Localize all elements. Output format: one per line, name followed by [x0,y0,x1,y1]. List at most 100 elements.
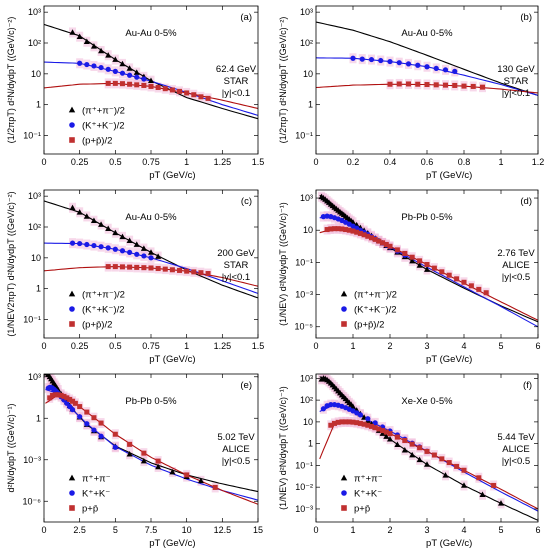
circle-point [119,70,126,76]
square-point [155,458,161,464]
square-point [77,404,83,410]
legend-label: π⁺+π⁻ [354,474,383,485]
triangle-point [479,491,486,498]
pion-fit-curve [316,21,538,96]
triangle-point [350,403,356,409]
legend-marker [340,474,348,481]
panel-label: (a) [240,12,252,23]
triangle-point [442,472,449,478]
triangle-point [461,482,467,488]
y-tick-label: 1 [36,100,41,110]
square-point [357,230,363,236]
square-point [141,82,147,88]
x-tick-label: 1.5 [252,157,265,167]
circle-point [134,251,140,257]
circle-point [134,74,140,80]
panel-label: (d) [520,196,532,207]
triangle-point [498,500,504,506]
square-point [409,254,415,260]
triangle-point [197,477,204,484]
square-point [361,421,367,427]
square-point [134,82,140,88]
square-point [70,398,76,404]
circle-point [98,64,104,71]
legend-marker [69,505,75,511]
y-tick-label: 10⁻¹ [23,131,41,141]
triangle-point [416,456,423,463]
x-tick-label: 0.25 [71,341,89,351]
legend-label: (K⁺+K⁻)/2 [82,121,125,132]
triangle-point [148,249,154,255]
circle-point [98,244,104,250]
legend-marker [68,290,76,297]
square-point [383,429,389,435]
experiment-label: ALICE [222,444,249,455]
x-tick-label: 1 [184,341,189,351]
experiment-label: STAR [224,260,249,271]
x-axis-label: pT (GeV/c) [149,170,195,181]
circle-point [415,62,421,68]
triangle-point [133,241,140,247]
circle-point [424,64,430,70]
circle-point [405,61,412,67]
x-tick-label: 1 [498,157,503,167]
rapidity-label: |y|<0.1 [222,88,250,99]
rapidity-label: |y|<0.1 [502,88,530,99]
triangle-point [105,52,112,58]
circle-point [127,249,133,256]
triangle-point [112,229,119,236]
x-tick-label: 7.5 [145,525,158,535]
x-tick-label: 15 [253,525,263,535]
square-point [439,269,445,275]
energy-label: 2.76 TeV [497,248,535,259]
x-tick-label: 5 [113,525,118,535]
triangle-point [98,47,105,54]
x-tick-label: 0.5 [109,157,122,167]
square-point [468,283,474,289]
legend-marker [69,122,75,128]
circle-point [357,412,363,418]
triangle-point [155,463,162,470]
x-tick-label: 0 [313,525,318,535]
y-axis-label: (1/2πpT) d²N/dydpT ((GeV/c)⁻²) [278,17,288,144]
x-tick-label: 4 [461,525,466,535]
panel-label: (b) [520,12,532,23]
square-point [476,475,482,481]
y-tick-label: 10⁻⁵ [295,322,314,332]
square-point [47,395,53,401]
square-point [365,422,371,428]
circle-point [105,245,111,251]
square-point [372,425,378,431]
circle-point [77,414,83,420]
legend-label: K⁺+K⁻ [354,489,382,500]
square-point [376,238,382,244]
panel-label: (f) [523,380,532,391]
x-tick-label: 0 [41,341,46,351]
legend-label: π⁺+π⁻ [82,474,111,485]
square-point [361,232,367,238]
square-point [98,420,104,426]
circle-point [84,421,90,427]
triangle-point [76,33,83,40]
square-point [406,81,411,87]
triangle-point [155,253,162,259]
square-point [424,448,430,454]
square-point [354,229,360,235]
square-point [184,268,190,274]
rapidity-label: |y|<0.1 [222,272,250,283]
square-point [50,392,56,398]
y-tick-label: 1 [36,284,41,294]
square-point [476,286,482,292]
triangle-point [126,451,133,457]
legend-marker [69,490,75,496]
x-axis-label: pT (GeV/c) [426,538,472,549]
experiment-label: STAR [504,76,529,87]
legend-marker [340,290,348,297]
legend-label: (π⁺+π⁻)/2 [354,290,397,301]
panel-label: (e) [240,380,252,391]
square-point [112,80,118,86]
circle-point [112,68,118,74]
legend-label: (π⁺+π⁻)/2 [82,106,125,117]
legend-marker [68,106,76,113]
